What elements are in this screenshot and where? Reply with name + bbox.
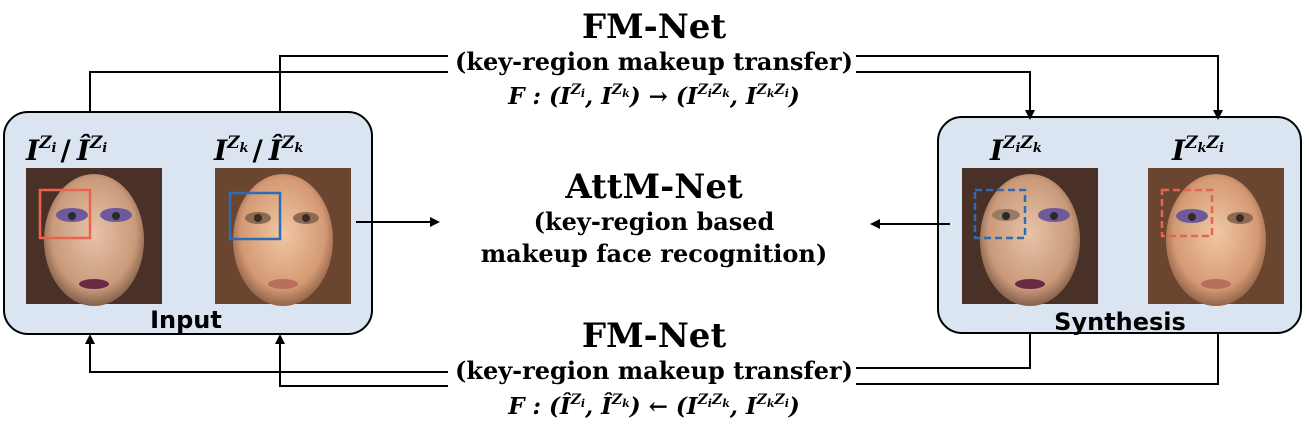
- top-fmnet-formula: F : (IZi, IZk) → (IZiZk, IZkZi): [507, 82, 800, 110]
- bottom-fmnet-formula: F : (ÎZi, ÎZk) ← (IZiZk, IZkZi): [507, 392, 800, 420]
- bottom-fmnet-title: FM-Net: [582, 316, 727, 356]
- top-arrow-to-synth1: [856, 71, 1035, 120]
- input-panel-label: Input: [150, 306, 222, 334]
- synth-face1-label: IZiZk: [989, 133, 1042, 167]
- synthesis-panel-label: Synthesis: [1054, 308, 1186, 336]
- top-connector-right: [279, 55, 448, 112]
- face-image-synth-2: [1148, 168, 1284, 306]
- input-face2-label: IZk / ÎZk: [213, 133, 303, 167]
- attmnet-line1: (key-region based: [534, 207, 775, 236]
- input-face1-label: IZi / ÎZi: [25, 133, 107, 167]
- face-image-input-makeup: [26, 168, 162, 306]
- top-fmnet-subtitle: (key-region makeup transfer): [455, 47, 853, 76]
- bottom-connector-left: [856, 333, 1031, 369]
- face-image-synth-1: [962, 168, 1098, 306]
- top-connector-left: [89, 71, 448, 112]
- bottom-arrow-to-input1: [85, 334, 448, 373]
- top-arrow-to-synth2: [856, 55, 1223, 120]
- attmnet-line2: makeup face recognition): [481, 239, 827, 268]
- bottom-fmnet-subtitle: (key-region makeup transfer): [455, 356, 853, 385]
- bottom-arrow-to-input2: [275, 334, 448, 387]
- bottom-connector-right: [856, 333, 1219, 385]
- top-fmnet-title: FM-Net: [582, 7, 727, 47]
- attmnet-title: AttM-Net: [564, 167, 743, 207]
- face-image-input-plain: [215, 168, 351, 306]
- synth-face2-label: IZkZi: [1171, 133, 1224, 167]
